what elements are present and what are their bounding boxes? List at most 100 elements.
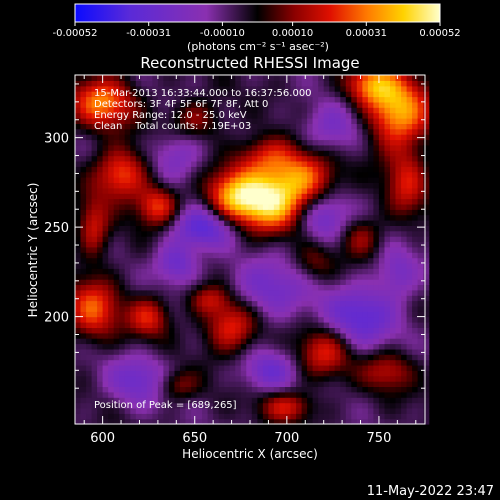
heatmap-cell	[395, 407, 402, 414]
heatmap-cell	[395, 155, 402, 162]
heatmap-cell	[207, 85, 214, 92]
heatmap-cell	[157, 96, 164, 103]
heatmap-cell	[113, 220, 120, 226]
heatmap-cell	[273, 80, 280, 87]
heatmap-cell	[174, 96, 181, 103]
heatmap-cell	[345, 144, 352, 151]
heatmap-cell	[207, 332, 214, 339]
heatmap-cell	[213, 391, 220, 398]
heatmap-cell	[119, 370, 126, 377]
heatmap-cell	[119, 413, 126, 420]
heatmap-cell	[75, 112, 82, 119]
heatmap-cell	[119, 128, 126, 135]
heatmap-cell	[102, 322, 109, 328]
heatmap-cell	[268, 128, 275, 135]
heatmap-cell	[373, 397, 380, 404]
heatmap-cell	[124, 284, 131, 291]
heatmap-cell	[80, 364, 87, 371]
heatmap-cell	[80, 284, 87, 291]
heatmap-cell	[318, 370, 325, 377]
heatmap-cell	[97, 209, 104, 216]
heatmap-cell	[135, 381, 142, 387]
heatmap-cell	[301, 101, 308, 108]
heatmap-cell	[235, 284, 242, 291]
heatmap-cell	[86, 327, 93, 334]
heatmap-cell	[135, 348, 142, 355]
heatmap-cell	[384, 144, 391, 151]
heatmap-cell	[390, 418, 397, 425]
heatmap-cell	[301, 236, 308, 243]
heatmap-cell	[318, 203, 325, 210]
heatmap-cell	[296, 273, 303, 280]
heatmap-cell	[262, 386, 269, 393]
heatmap-cell	[378, 96, 385, 103]
heatmap-cell	[86, 177, 93, 183]
heatmap-cell	[146, 273, 153, 280]
heatmap-cell	[163, 397, 170, 404]
heatmap-cell	[384, 397, 391, 404]
heatmap-cell	[113, 397, 120, 404]
heatmap-cell	[97, 96, 104, 103]
heatmap-cell	[130, 171, 137, 178]
heatmap-cell	[174, 284, 181, 291]
heatmap-cell	[191, 171, 198, 178]
heatmap-cell	[224, 305, 231, 312]
heatmap-cell	[296, 284, 303, 291]
heatmap-cell	[423, 230, 430, 237]
heatmap-cell	[362, 182, 369, 189]
heatmap-cell	[180, 118, 187, 124]
heatmap-cell	[390, 300, 397, 307]
heatmap-cell	[97, 418, 104, 425]
heatmap-cell	[401, 155, 408, 162]
heatmap-cell	[213, 332, 220, 339]
heatmap-cell	[130, 236, 137, 243]
heatmap-cell	[406, 101, 413, 108]
heatmap-cell	[334, 230, 341, 237]
heatmap-cell	[86, 214, 93, 221]
heatmap-cell	[185, 182, 192, 189]
heatmap-cell	[356, 332, 363, 339]
heatmap-cell	[124, 343, 131, 350]
heatmap-cell	[119, 101, 126, 108]
heatmap-cell	[257, 316, 264, 323]
heatmap-cell	[196, 375, 203, 382]
heatmap-cell	[191, 209, 198, 216]
heatmap-cell	[207, 166, 214, 173]
heatmap-cell	[180, 375, 187, 382]
heatmap-cell	[174, 203, 181, 210]
heatmap-cell	[329, 128, 336, 135]
heatmap-cell	[378, 144, 385, 151]
heatmap-cell	[113, 101, 120, 108]
heatmap-cell	[345, 295, 352, 302]
heatmap-cell	[296, 75, 303, 81]
heatmap-cell	[113, 139, 120, 146]
heatmap-cell	[80, 150, 87, 157]
heatmap-cell	[152, 139, 159, 146]
heatmap-cell	[356, 177, 363, 183]
heatmap-cell	[130, 85, 137, 92]
heatmap-cell	[390, 305, 397, 312]
heatmap-cell	[207, 295, 214, 302]
heatmap-cell	[152, 91, 159, 98]
heatmap-cell	[191, 397, 198, 404]
heatmap-cell	[423, 203, 430, 210]
heatmap-cell	[262, 155, 269, 162]
heatmap-cell	[113, 134, 120, 141]
heatmap-cell	[362, 402, 369, 409]
heatmap-cell	[390, 203, 397, 210]
heatmap-cell	[113, 91, 120, 98]
heatmap-cell	[185, 139, 192, 146]
heatmap-cell	[251, 386, 258, 393]
heatmap-cell	[240, 101, 247, 108]
heatmap-cell	[390, 171, 397, 178]
heatmap-cell	[362, 391, 369, 398]
heatmap-cell	[224, 407, 231, 414]
heatmap-cell	[395, 289, 402, 296]
heatmap-cell	[273, 177, 280, 183]
heatmap-cell	[312, 381, 319, 387]
heatmap-cell	[285, 171, 292, 178]
heatmap-cell	[240, 354, 247, 361]
heatmap-cell	[185, 91, 192, 98]
heatmap-cell	[202, 214, 209, 221]
heatmap-cell	[130, 327, 137, 334]
